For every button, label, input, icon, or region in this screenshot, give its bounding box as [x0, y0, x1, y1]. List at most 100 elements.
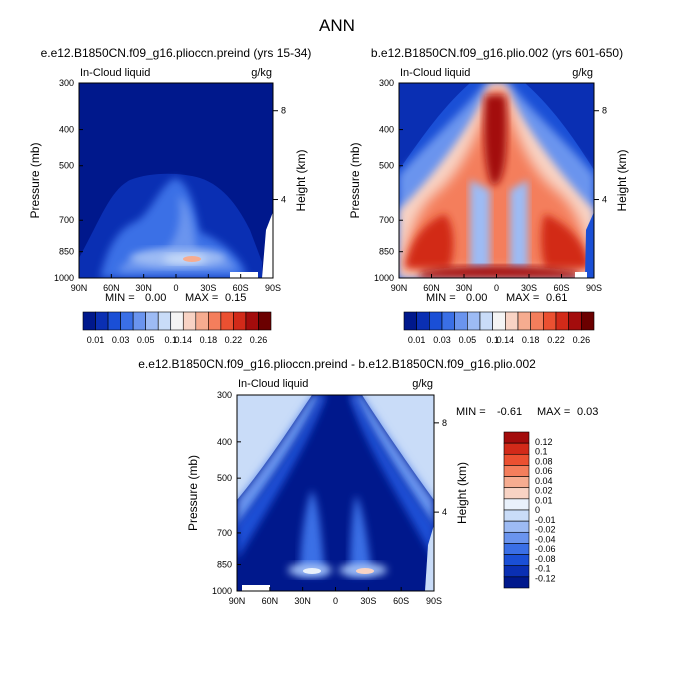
colorbar-label: -0.12 — [535, 573, 556, 583]
y-tick-label: 700 — [217, 528, 232, 538]
colorbar-label: 0.06 — [535, 466, 553, 476]
y-axis-label: Pressure (mb) — [28, 142, 42, 218]
panel-3-variable: In-Cloud liquid — [238, 378, 308, 390]
y-tick-label: 400 — [379, 125, 394, 135]
colorbar-swatch — [467, 311, 481, 331]
colorbar-label: 0.14 — [175, 335, 193, 345]
colorbar-2: 0.01 0.03 0.05 0.10.14 0.18 0.22 0.26 — [403, 311, 595, 345]
panel-3-title: e.e12.B1850CN.f09_g16.plioccn.preind - b… — [138, 357, 536, 371]
colorbar-label: 0.14 — [497, 335, 515, 345]
colorbar-swatch — [454, 311, 468, 331]
panel-1-max: 0.15 — [225, 292, 246, 304]
colorbar-label: 0.03 — [433, 335, 451, 345]
colorbar-label: 0.01 — [535, 495, 553, 505]
panel-1-title: e.e12.B1850CN.f09_g16.plioccn.preind (yr… — [41, 46, 312, 60]
y-tick-label: 300 — [59, 78, 74, 88]
colorbar-swatch — [503, 509, 530, 522]
colorbar-label: -0.04 — [535, 534, 556, 544]
colorbar-1: 0.01 0.03 0.05 0.10.14 0.18 0.22 0.26 — [82, 311, 272, 345]
colorbar-swatch — [107, 311, 121, 331]
y-tick-label: 1000 — [212, 586, 232, 596]
colorbar-swatch — [208, 311, 222, 331]
colorbar-label: 0.01 — [408, 335, 426, 345]
x-tick-label: 60N — [103, 283, 120, 293]
colorbar-swatch — [220, 311, 234, 331]
y-tick-label: 850 — [59, 247, 74, 257]
colorbar-swatch — [530, 311, 544, 331]
colorbar-swatch — [503, 554, 530, 567]
panel-2-variable: In-Cloud liquid — [400, 67, 470, 79]
height-tick-label: 4 — [442, 507, 447, 517]
colorbar-swatch — [503, 565, 530, 578]
height-tick-label: 4 — [602, 195, 607, 205]
colorbar-swatch — [555, 311, 569, 331]
colorbar-swatch — [82, 311, 96, 331]
height-tick-label: 8 — [602, 106, 607, 116]
panel-3-stats: MIN = -0.61 MAX = 0.03 — [456, 406, 598, 418]
colorbar-label: 0.03 — [112, 335, 130, 345]
colorbar-swatch — [505, 311, 519, 331]
x-tick-label: 60S — [393, 596, 409, 606]
colorbar-label: 0.22 — [547, 335, 565, 345]
colorbar-swatch — [233, 311, 247, 331]
panel-1-min: 0.00 — [145, 292, 166, 304]
x-tick-label: 90S — [426, 596, 442, 606]
x-tick-label: 90N — [229, 596, 246, 606]
colorbar-swatch — [503, 498, 530, 511]
x-tick-label: 30S — [360, 596, 376, 606]
panel-2-min: 0.00 — [466, 292, 487, 304]
height-tick-label: 8 — [442, 418, 447, 428]
colorbar-swatch — [145, 311, 159, 331]
panel-3-axes: 90N 60N 30N 0 30S 60S 90S 300 400 500 700 850 1000 8 4… — [186, 390, 469, 606]
y-tick-label: 850 — [217, 560, 232, 570]
panel-1-variable: In-Cloud liquid — [80, 67, 150, 79]
y-tick-label: 300 — [379, 78, 394, 88]
colorbar-label: 0.26 — [250, 335, 268, 345]
x-tick-label: 0 — [494, 283, 499, 293]
colorbar-swatch — [95, 311, 109, 331]
colorbar-swatch — [517, 311, 531, 331]
colorbar-swatch — [245, 311, 259, 331]
panel-1-axes: 90N 60N 30N 0 30S 60S 90S 300 400 500 700 850 1000 8 4… — [28, 78, 308, 293]
colorbar-label: 0.18 — [200, 335, 218, 345]
colorbar-label: -0.01 — [535, 515, 556, 525]
colorbar-swatch — [503, 453, 530, 466]
panel-1-field — [79, 83, 273, 278]
colorbar-label: 0.22 — [225, 335, 243, 345]
panel-3-units: g/kg — [412, 378, 433, 390]
colorbar-swatch — [503, 487, 530, 500]
colorbar-label: 0.26 — [573, 335, 591, 345]
colorbar-label: 0.18 — [522, 335, 540, 345]
colorbar-swatch — [503, 531, 530, 544]
colorbar-swatch — [157, 311, 172, 331]
x-tick-label: 90S — [586, 283, 602, 293]
y-tick-label: 700 — [59, 215, 74, 225]
x-tick-label: 90N — [71, 283, 88, 293]
x-tick-label: 60N — [262, 596, 279, 606]
x-tick-label: 60S — [553, 283, 569, 293]
colorbar-label: 0.05 — [137, 335, 155, 345]
colorbar-label: 0.1 — [535, 447, 548, 457]
panel-1-max-label: MAX = — [185, 292, 218, 304]
colorbar-swatch — [503, 465, 530, 477]
panel-2-axes: 90N 60N 30N 0 30S 60S 90S 300 400 500 700 850 1000 8 4… — [348, 78, 629, 293]
y-tick-label: 500 — [217, 473, 232, 483]
panel-2-stats: MIN = 0.00 MAX = 0.61 — [426, 292, 567, 304]
colorbar-label: -0.08 — [535, 554, 556, 564]
colorbar-swatch — [543, 311, 557, 331]
colorbar-label: 0.1 — [486, 335, 499, 345]
y-tick-label: 400 — [217, 437, 232, 447]
x-tick-label: 30N — [456, 283, 473, 293]
colorbar-swatch — [503, 543, 530, 555]
colorbar-swatch — [258, 311, 272, 331]
panel-2: b.e12.B1850CN.f09_g16.plio.002 (yrs 601-… — [348, 46, 629, 293]
height-tick-label: 4 — [281, 195, 286, 205]
x-tick-label: 30N — [135, 283, 152, 293]
colorbar-swatch — [568, 311, 582, 331]
colorbar-label: 0 — [535, 505, 540, 515]
y-tick-label: 500 — [379, 161, 394, 171]
panel-1-stats: MIN = 0.00 MAX = 0.15 — [105, 292, 246, 304]
panel-1-min-label: MIN = — [105, 292, 135, 304]
colorbar-label: 0.02 — [535, 486, 553, 496]
